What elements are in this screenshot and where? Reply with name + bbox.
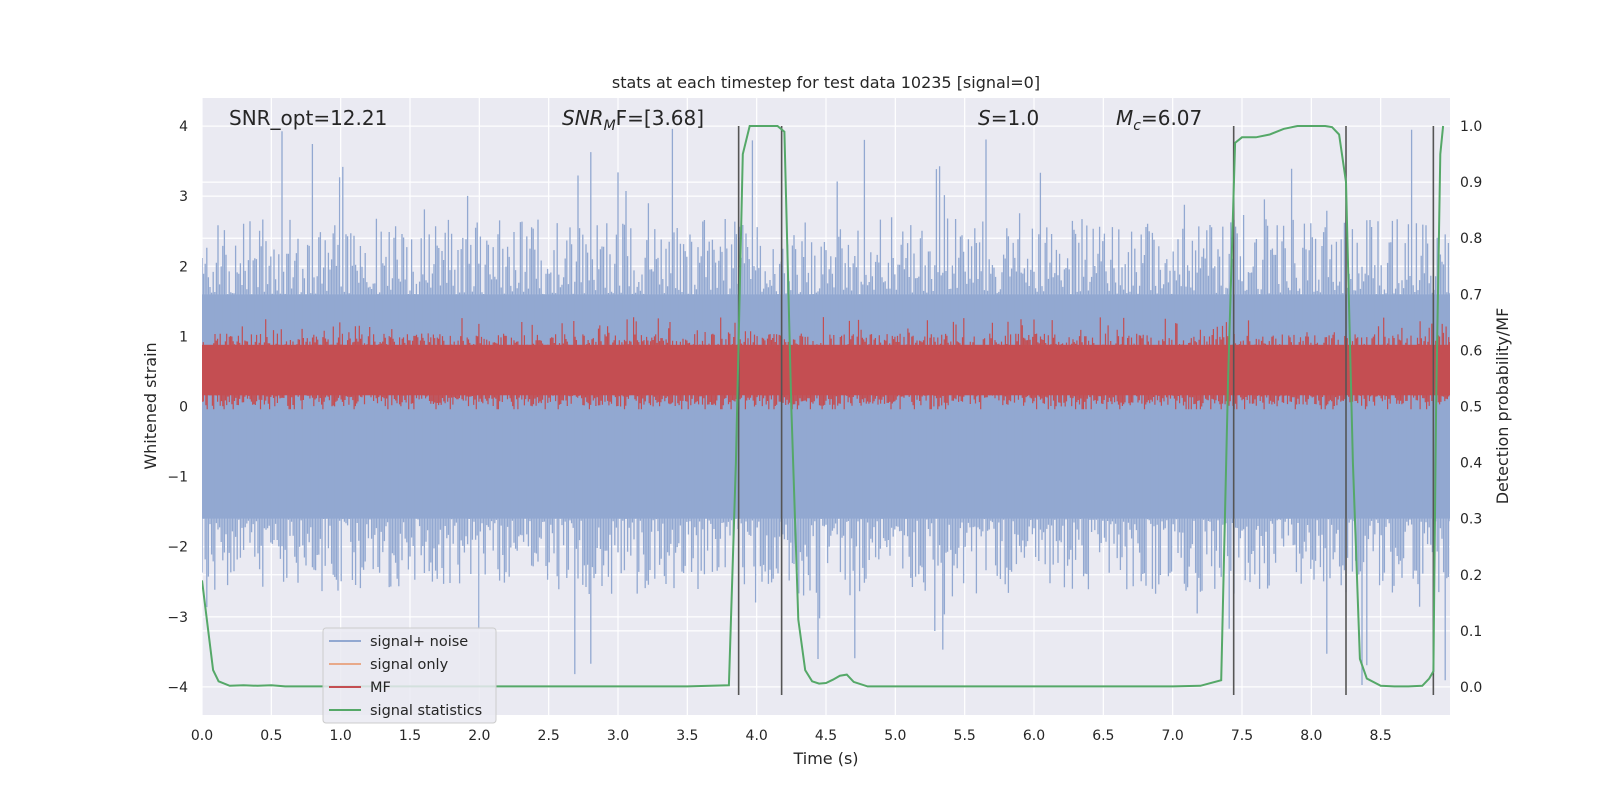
x-tick-label: 6.0 (1023, 728, 1045, 744)
legend-label-signal-statistics: signal statistics (370, 703, 482, 719)
x-tick-label: 1.0 (330, 728, 352, 744)
y2-tick-label: 0.4 (1460, 456, 1482, 472)
legend-label-mf: MF (370, 680, 391, 696)
y-tick-label: −3 (167, 610, 188, 626)
y-tick-label: 4 (179, 119, 188, 135)
y-axis-label: Whitened strain (141, 342, 160, 469)
x-tick-label: 8.0 (1300, 728, 1322, 744)
legend-label-signal-only: signal only (370, 657, 449, 673)
chart-title: stats at each timestep for test data 102… (612, 73, 1040, 92)
x-axis-label: Time (s) (792, 749, 858, 768)
x-tick-label: 7.0 (1162, 728, 1184, 744)
y2-tick-label: 0.2 (1460, 568, 1482, 584)
y2-axis-label: Detection probability/MF (1493, 308, 1512, 505)
x-tick-label: 2.0 (468, 728, 490, 744)
y2-tick-label: 0.1 (1460, 624, 1482, 640)
y-tick-label: −2 (167, 540, 188, 556)
annotation-s-main: S (978, 106, 991, 130)
x-tick-label: 4.0 (746, 728, 768, 744)
annotation-snr-opt: SNR_opt=12.21 (229, 106, 387, 130)
y-tick-label: 1 (179, 329, 188, 345)
x-tick-label: 4.5 (815, 728, 837, 744)
y-tick-label: 3 (179, 189, 188, 205)
annotation-snr-mf-sub: M (604, 118, 616, 134)
mf-line (202, 317, 1450, 410)
x-tick-label: 5.0 (884, 728, 906, 744)
y2-tick-label: 0.3 (1460, 512, 1482, 528)
annotation-s-rest: =1.0 (991, 106, 1040, 130)
legend-box (322, 627, 497, 724)
annotation-snr-mf-main: SNR (562, 106, 604, 130)
legend: signal+ noise signal only MF signal stat… (322, 627, 497, 724)
x-tick-label: 1.5 (399, 728, 421, 744)
y2-tick-label: 0.9 (1460, 175, 1482, 191)
x-tick-label: 5.5 (954, 728, 976, 744)
legend-label-signal-noise: signal+ noise (370, 634, 468, 650)
y-tick-label: 2 (179, 259, 188, 275)
annotation-s: S=1.0 (978, 106, 1039, 130)
annotation-snr-mf: SNRMF=[3.68] (562, 106, 704, 134)
y2-tick-label: 0.6 (1460, 343, 1482, 359)
y-tick-label: −1 (167, 470, 188, 486)
annotation-mc-sub: c (1133, 118, 1141, 134)
data-layer (202, 125, 1450, 695)
annotation-snr-mf-rest: F=[3.68] (616, 106, 704, 130)
annotation-mc-main: M (1116, 106, 1133, 130)
x-tick-label: 6.5 (1092, 728, 1114, 744)
y-tick-label: 0 (179, 400, 188, 416)
x-tick-label: 0.0 (191, 728, 213, 744)
tick-labels: 0.0 0.5 1.0 1.5 2.0 2.5 3.0 3.5 4.0 4.5 5.0 5.5 6.0 6… (167, 119, 1482, 744)
y2-tick-label: 0.8 (1460, 231, 1482, 247)
x-tick-label: 7.5 (1231, 728, 1253, 744)
y2-tick-label: 1.0 (1460, 119, 1482, 135)
x-tick-label: 8.5 (1370, 728, 1392, 744)
y2-tick-label: 0.0 (1460, 680, 1482, 696)
y-tick-label: −4 (167, 680, 188, 696)
x-tick-label: 0.5 (260, 728, 282, 744)
annotation-mc: Mc=6.07 (1116, 106, 1202, 134)
y2-tick-label: 0.5 (1460, 400, 1482, 416)
y2-tick-label: 0.7 (1460, 287, 1482, 303)
x-tick-label: 2.5 (538, 728, 560, 744)
annotation-mc-rest: =6.07 (1141, 106, 1202, 130)
signal-statistics-line (202, 125, 1445, 688)
x-tick-label: 3.0 (607, 728, 629, 744)
x-tick-label: 3.5 (676, 728, 698, 744)
